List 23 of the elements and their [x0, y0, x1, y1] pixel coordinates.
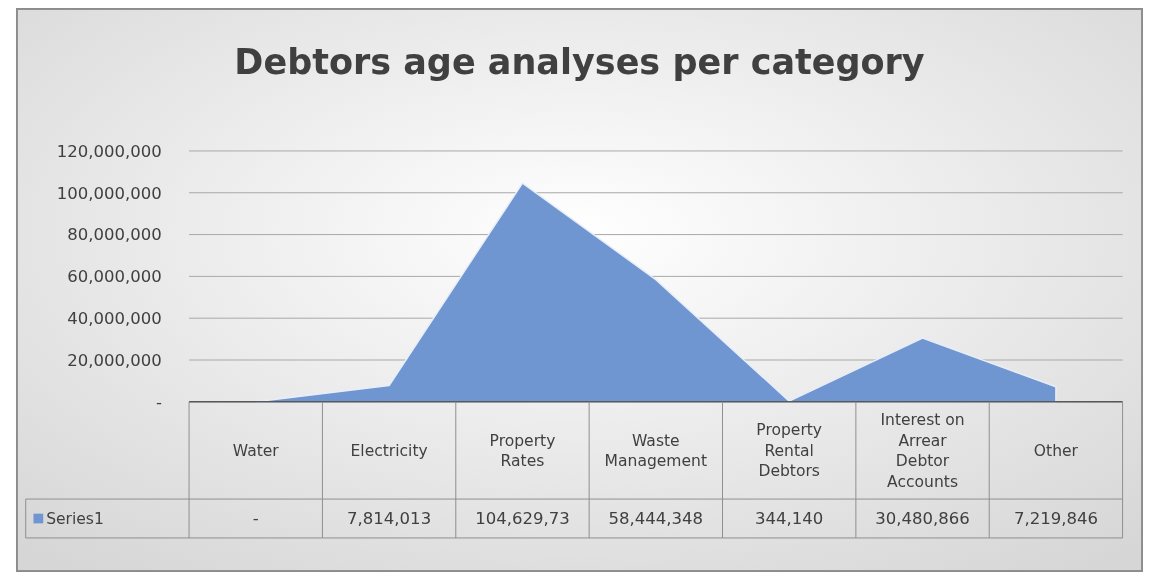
data-label: 104,629,73 — [475, 509, 570, 529]
text: Series1 — [46, 509, 104, 528]
x-tick-label: Electricity — [350, 441, 428, 460]
x-tick-label: Waste Management — [604, 431, 708, 471]
x-tick-label: Property Rates — [489, 431, 556, 471]
data-label: - — [252, 509, 259, 529]
x-tick-label: Other — [1033, 441, 1079, 460]
x-tick-label: Property Rental Debtors — [756, 421, 823, 481]
y-tick-label: 60,000,000 — [67, 267, 162, 287]
x-tick-label: Interest on Arrear Debtor Accounts — [880, 411, 965, 491]
y-tick-label: - — [155, 392, 162, 412]
data-label: 7,814,013 — [347, 509, 432, 529]
y-tick-label: 80,000,000 — [67, 225, 162, 245]
y-tick-label: 100,000,000 — [56, 183, 162, 203]
data-label: 30,480,866 — [875, 509, 970, 529]
x-tick-label: Water — [232, 441, 280, 460]
y-tick-label: 120,000,000 — [56, 141, 162, 161]
data-label: 7,219,846 — [1013, 509, 1098, 529]
data-label: 344,140 — [755, 509, 824, 529]
y-tick-label: 20,000,000 — [67, 350, 162, 370]
chart-title: Debtors age analyses per category — [234, 42, 925, 83]
y-tick-label: 40,000,000 — [67, 308, 162, 328]
data-label: 58,444,348 — [608, 509, 704, 529]
